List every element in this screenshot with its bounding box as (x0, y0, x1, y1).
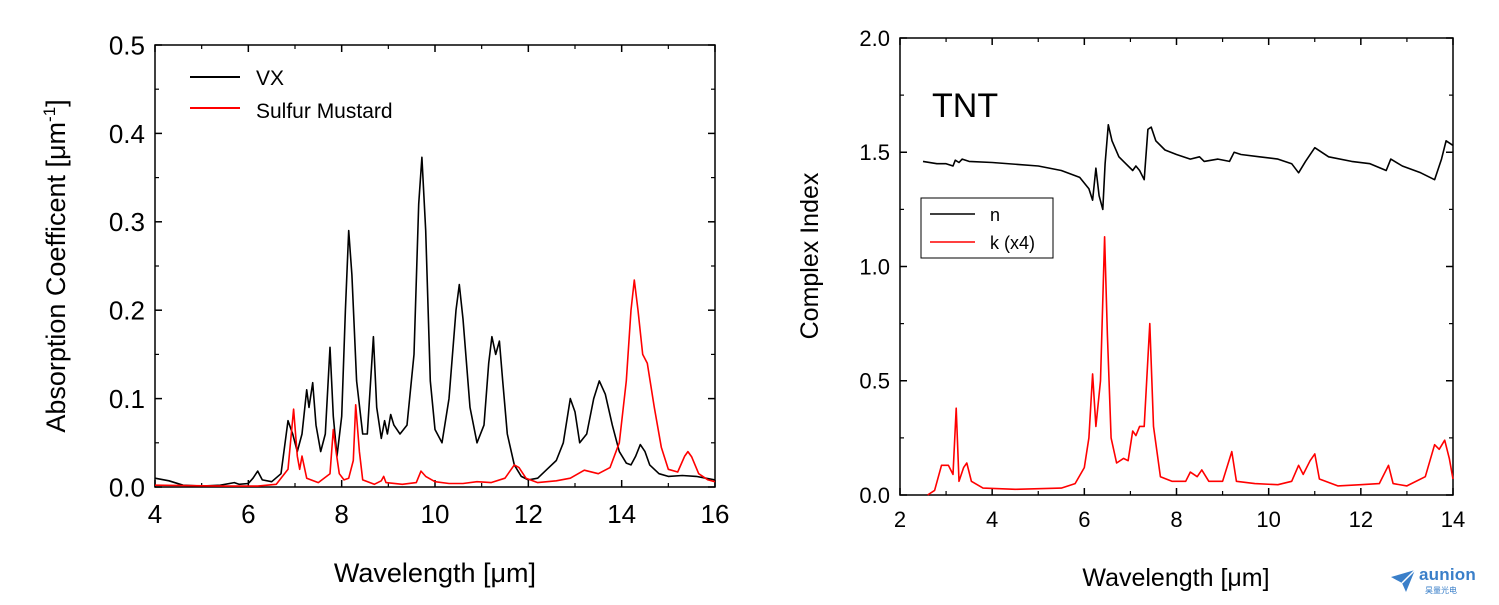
left-x-tick-label: 4 (148, 499, 162, 529)
right-x-tick-label: 6 (1078, 507, 1090, 532)
series-group-left (154, 156, 716, 487)
right-y-tick-label: 1.0 (859, 254, 890, 279)
annotation-tnt: TNT (932, 87, 998, 125)
legend-right: n k (x4) (920, 197, 1054, 259)
y-axis-title-right: Complex Index (796, 172, 824, 339)
left-x-tick-label: 16 (701, 499, 730, 529)
legend-label-k: k (x4) (990, 233, 1035, 253)
y-axis-title-left-sup: -1 (40, 107, 59, 122)
left-y-tick-label: 0.3 (109, 207, 145, 237)
right-y-tick-label: 0.0 (859, 483, 890, 508)
right-series-n-line (922, 124, 1454, 211)
right-x-tick-label: 8 (1170, 507, 1182, 532)
legend-label-n: n (990, 205, 1000, 225)
right-x-tick-label: 14 (1441, 507, 1465, 532)
legend-box-right (920, 197, 1054, 259)
left-x-tick-label: 14 (607, 499, 636, 529)
x-axis-title-right: Wavelength [μm] (1082, 564, 1269, 592)
right-y-tick-label: 1.5 (859, 140, 890, 165)
paper-plane-icon (1391, 569, 1416, 592)
right-x-tick-label: 2 (894, 507, 906, 532)
legend-label-sulfur-mustard: Sulfur Mustard (256, 100, 393, 123)
left-x-tick-label: 6 (241, 499, 255, 529)
left-y-tick-label: 0.5 (109, 30, 145, 60)
plot-frame-left (154, 44, 716, 488)
left-y-tick-label: 0.1 (109, 384, 145, 414)
y-axis-title-left-close: ] (41, 99, 71, 107)
left-x-tick-label: 10 (421, 499, 450, 529)
series-group-right (922, 124, 1454, 496)
logo-text: aunion (1419, 565, 1476, 584)
logo-subtext: 昊量光电 (1425, 586, 1457, 595)
right-x-tick-label: 10 (1256, 507, 1280, 532)
left-x-tick-label: 8 (334, 499, 348, 529)
right-x-tick-label: 4 (986, 507, 998, 532)
left-x-tick-label: 12 (514, 499, 543, 529)
left-series-sulfur-mustard-line (154, 279, 716, 487)
x-axis-title-left: Wavelength [μm] (334, 558, 536, 588)
tick-marks-left: 4 6 8 10 12 14 16 0.0 0.1 0.2 0.3 0.4 0.5 (109, 30, 730, 529)
right-y-tick-label: 2.0 (859, 26, 890, 51)
left-y-tick-label: 0.4 (109, 119, 145, 149)
right-x-tick-label: 12 (1349, 507, 1373, 532)
right-y-tick-label: 0.5 (859, 369, 890, 394)
chart-absorption: 4 6 8 10 12 14 16 0.0 0.1 0.2 0.3 0.4 0.5 VX Sulfur … (40, 30, 729, 588)
tick-marks-right: 2 4 6 8 10 12 14 0.0 0.5 1.0 1.5 2.0 (859, 26, 1465, 532)
left-y-tick-label: 0.2 (109, 296, 145, 326)
chart-tnt-complex-index: 2 4 6 8 10 12 14 0.0 0.5 1.0 1.5 2.0 TNT n k (x4) W… (796, 26, 1465, 592)
aunion-logo: aunion 昊量光电 (1389, 565, 1489, 599)
legend-left: VX Sulfur Mustard (190, 67, 393, 123)
y-axis-title-left-main: Absorption Coefficent [μm (41, 122, 71, 433)
legend-label-vx: VX (256, 67, 284, 90)
y-axis-title-left: Absorption Coefficent [μm-1] (40, 99, 71, 432)
left-y-tick-label: 0.0 (109, 472, 145, 502)
right-series-k-x4-line (927, 236, 1454, 496)
